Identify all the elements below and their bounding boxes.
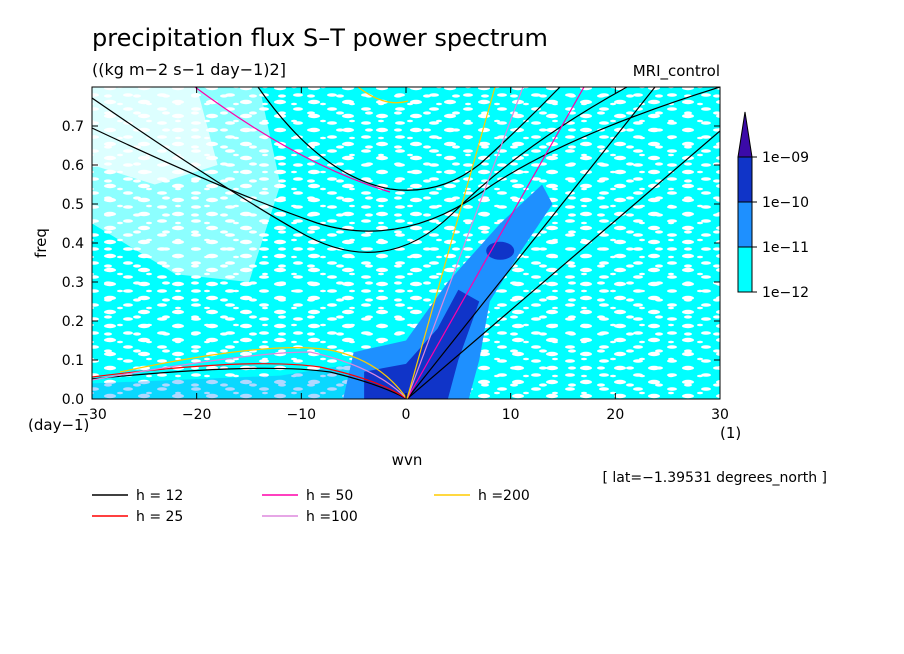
dispersion-curve-h200 — [357, 87, 409, 104]
legend-label: h = 12 — [136, 488, 183, 504]
x-axis: −30 −20 −10 0 10 20 30 — [77, 87, 729, 423]
legend-label: h =200 — [478, 488, 530, 504]
dispersion-curve-h50 — [406, 87, 585, 399]
x-tick-label: 0 — [402, 407, 411, 423]
legend-entry-h200: h =200 — [434, 488, 530, 504]
y-tick-label: 0.7 — [62, 119, 84, 135]
legend-entry-h25: h = 25 — [92, 509, 183, 525]
y-tick-label: 0.6 — [62, 158, 84, 174]
dispersion-curve-h100 — [406, 87, 524, 399]
legend-label: h = 50 — [306, 488, 353, 504]
x-unit-label: (1) — [720, 424, 741, 442]
dispersion-curve-h100 — [92, 351, 408, 399]
colorbar: 1e−09 1e−10 1e−11 1e−12 — [737, 111, 809, 301]
legend-entry-h100: h =100 — [262, 509, 358, 525]
colorbar-swatch — [737, 246, 753, 293]
experiment-label: MRI_control — [633, 62, 720, 81]
x-tick-label: −30 — [77, 407, 107, 423]
legend-label: h =100 — [306, 509, 358, 525]
power-region — [364, 289, 480, 399]
spectral-field — [92, 87, 720, 399]
dispersion-curves — [92, 87, 720, 399]
y-axis-title: freq — [32, 228, 50, 258]
dispersion-curve-h12 — [406, 130, 720, 399]
chart-title: precipitation flux S–T power spectrum — [92, 24, 548, 52]
colorbar-label: 1e−12 — [762, 285, 809, 301]
legend-entry-h12: h = 12 — [92, 488, 183, 504]
colorbar-arrow — [737, 111, 753, 158]
colorbar-swatch — [737, 201, 753, 248]
x-tick-label: 20 — [606, 407, 624, 423]
power-region — [343, 184, 553, 399]
dispersion-curve-h12 — [406, 87, 656, 399]
dispersion-curve-h12 — [92, 87, 628, 253]
y-tick-label: 0.4 — [62, 236, 84, 252]
y-tick-label: 0.0 — [62, 392, 84, 408]
dispersion-curve-h12 — [92, 367, 408, 399]
y-tick-label: 0.3 — [62, 275, 84, 291]
dispersion-curve-h12 — [257, 87, 561, 191]
dispersion-curve-h25 — [92, 363, 408, 399]
legend-label: h = 25 — [136, 509, 183, 525]
y-unit-label: (day−1) — [28, 416, 89, 434]
dispersion-curve-h200 — [406, 87, 496, 399]
plot-area — [92, 87, 720, 399]
latitude-annotation: [ lat=−1.39531 degrees_north ] — [603, 470, 828, 486]
x-tick-label: −10 — [287, 407, 317, 423]
colorbar-label: 1e−09 — [762, 150, 809, 166]
colorbar-label: 1e−10 — [762, 195, 809, 211]
dispersion-curve-h200 — [119, 347, 408, 399]
y-tick-label: 0.2 — [62, 314, 84, 330]
x-tick-label: −20 — [182, 407, 212, 423]
x-tick-label: 30 — [711, 407, 729, 423]
legend-entry-h50: h = 50 — [262, 488, 353, 504]
chart-subtitle: ((kg m−2 s−1 day−1)2] — [92, 60, 286, 79]
x-axis-title: wvn — [392, 451, 423, 469]
x-tick-label: 10 — [502, 407, 520, 423]
power-region — [92, 363, 406, 399]
dispersion-curve-h50 — [194, 87, 391, 193]
y-tick-label: 0.1 — [62, 353, 84, 369]
y-axis: 0.0 0.1 0.2 0.3 0.4 0.5 0.6 0.7 — [62, 119, 720, 408]
dispersion-curve-h12 — [92, 87, 720, 232]
legend: h = 12 h = 25 h = 50 h =100 h =200 — [92, 488, 530, 525]
colorbar-label: 1e−11 — [762, 240, 809, 256]
y-tick-label: 0.5 — [62, 197, 84, 213]
colorbar-swatch — [737, 156, 753, 203]
